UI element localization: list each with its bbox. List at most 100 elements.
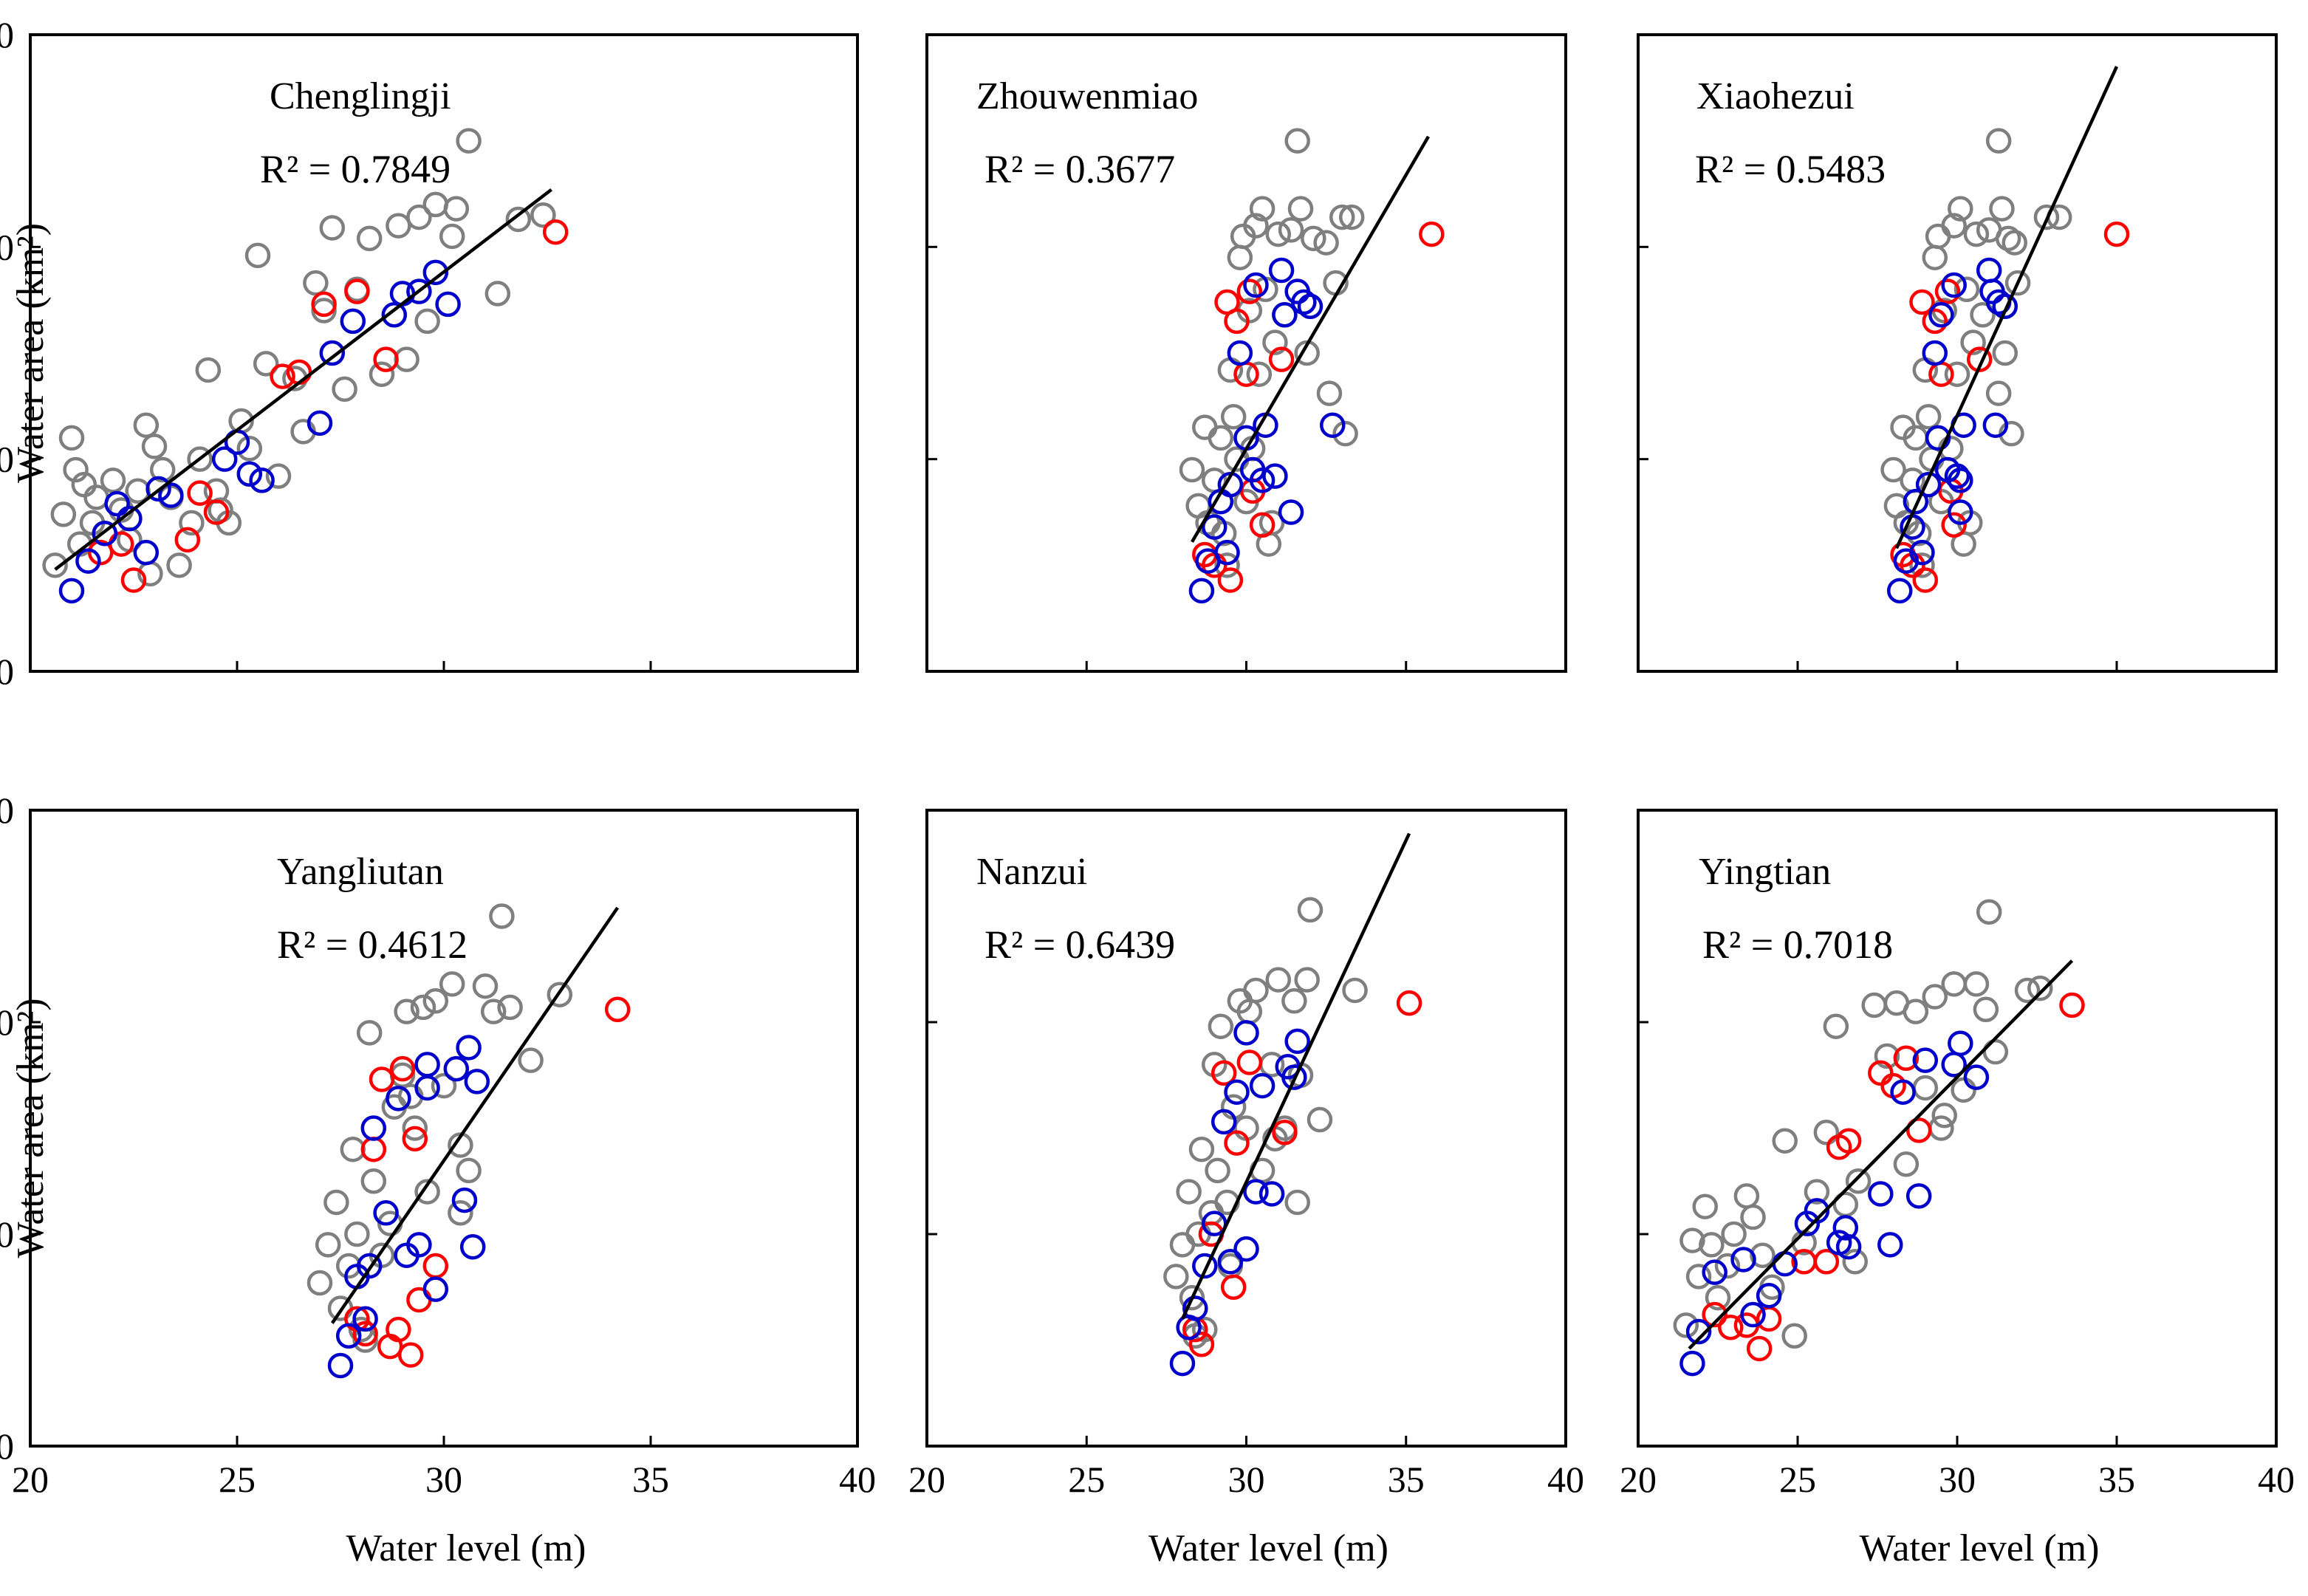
r-squared-label: R² = 0.3677 (985, 147, 1175, 191)
red-point (1746, 1335, 1773, 1362)
gray-point (141, 434, 168, 459)
gray-point (195, 357, 222, 383)
blue-point (1915, 471, 1942, 498)
gray-point (1714, 1253, 1741, 1279)
blue-point (319, 340, 346, 366)
gray-point (1338, 204, 1365, 230)
plot-frame (925, 809, 1567, 1448)
gray-point (1951, 1077, 1976, 1103)
blue-point (1925, 425, 1951, 451)
gray-point (319, 215, 346, 241)
blue-point (1320, 412, 1346, 438)
panel-xiaohezui: 2025303540XiaohezuiR² = 0.5483 (1637, 33, 2278, 673)
gray-point (2004, 270, 2031, 296)
blue-point (1992, 293, 2018, 320)
gray-point (133, 412, 160, 438)
red-point (203, 499, 230, 525)
station-name: Chenglingji (270, 75, 451, 117)
fit-line (1191, 135, 1430, 543)
gray-point (1893, 1151, 1920, 1177)
x-tick-label: 35 (1388, 1459, 1425, 1500)
gray-point (332, 376, 357, 403)
gray-point (2001, 230, 2028, 256)
red-point (1210, 1060, 1237, 1086)
gray-point (1705, 1284, 1731, 1311)
blue-point (1903, 488, 1929, 515)
gray-point (1912, 1075, 1939, 1101)
blue-point (1740, 1301, 1766, 1328)
gray-point (1922, 244, 1948, 270)
x-tick-label: 35 (2098, 1459, 2135, 1500)
gray-point (1963, 971, 1990, 997)
gray-point (1985, 380, 2012, 406)
gray-point (1922, 984, 1948, 1010)
red-point (270, 363, 295, 389)
x-tick-label: 30 (1939, 1459, 1976, 1500)
x-tick-label: 25 (219, 1459, 256, 1500)
x-tick-label: 20 (1620, 1459, 1657, 1500)
gray-point (489, 903, 515, 929)
blue-point (1224, 1079, 1250, 1105)
x-axis-label: Water level (m) (1148, 1527, 1388, 1569)
gray-point (1953, 276, 1980, 303)
gray-point (166, 552, 192, 578)
gray-point (2033, 204, 2060, 230)
blue-point (1259, 1181, 1285, 1207)
red-point (1202, 552, 1227, 578)
gray-point (2014, 977, 2041, 1004)
gray-point (1903, 999, 1929, 1024)
gray-point (1989, 196, 2015, 222)
gray-point (1995, 225, 2021, 252)
blue-point (1297, 293, 1323, 320)
blue-point (1832, 1215, 1859, 1241)
blue-point (117, 505, 143, 532)
gray-point (1900, 468, 1925, 493)
red-point (1909, 289, 1935, 315)
blue-point (414, 1052, 440, 1078)
gray-point (394, 999, 420, 1024)
gray-point (1931, 1103, 1957, 1128)
y-tick-label: 3000 (0, 14, 14, 55)
gray-point (1243, 977, 1269, 1004)
gray-point (344, 1221, 370, 1247)
gray-point (63, 456, 89, 483)
red-point (1813, 1249, 1840, 1275)
gray-point (1301, 225, 1326, 252)
gray-point (1750, 1242, 1775, 1268)
blue-point (1214, 539, 1240, 566)
gray-point (1214, 552, 1240, 578)
gray-point (422, 988, 449, 1014)
gray-point (1179, 456, 1205, 483)
red-point (2059, 992, 2085, 1018)
gray-point (448, 1200, 473, 1226)
gray-point (1912, 357, 1939, 383)
blue-point (1233, 1020, 1259, 1046)
y-tick-label: 2000 (0, 226, 14, 267)
gray-point (1985, 128, 2012, 154)
gray-point (1960, 329, 1986, 355)
gray-point (1185, 1221, 1211, 1247)
red-point (1922, 308, 1948, 335)
gray-point (265, 463, 292, 489)
gray-point (1262, 329, 1288, 355)
gray-point (1284, 128, 1310, 154)
blue-point (459, 1233, 486, 1260)
blue-point (92, 520, 118, 547)
gray-point (236, 436, 263, 462)
blue-point (456, 1035, 482, 1061)
gray-point (1740, 1204, 1766, 1230)
gray-point (1208, 425, 1234, 451)
blue-point (1192, 1253, 1218, 1279)
blue-point (158, 482, 184, 508)
blue-point (1272, 302, 1298, 328)
gray-point (456, 1157, 482, 1184)
blue-point (1922, 340, 1948, 366)
r-squared-label: R² = 0.4612 (277, 922, 468, 967)
blue-point (1756, 1282, 1782, 1309)
blue-point (1982, 412, 2009, 438)
red-point (1868, 1060, 1894, 1086)
r-squared-label: R² = 0.6439 (985, 922, 1175, 967)
gray-point (1249, 196, 1275, 222)
blue-point (1291, 289, 1317, 315)
blue-point (1202, 514, 1227, 540)
